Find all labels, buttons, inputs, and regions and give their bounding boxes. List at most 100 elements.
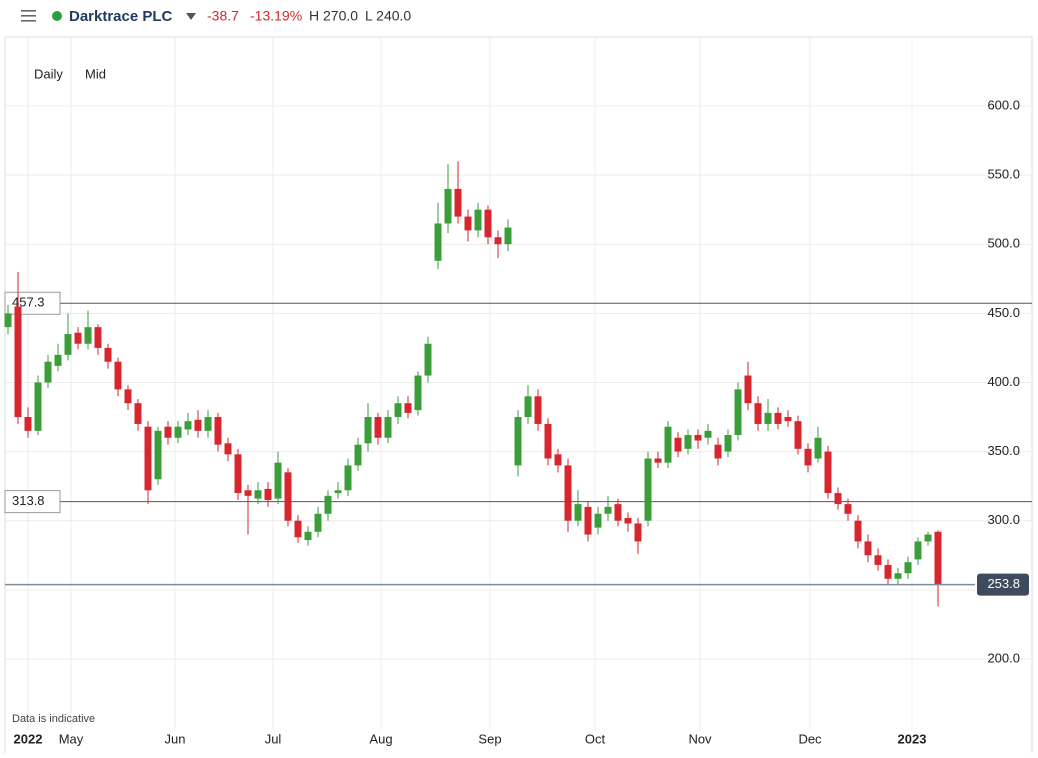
candle-body: [104, 347, 112, 362]
candle-body: [404, 403, 412, 413]
candle-body: [474, 209, 482, 231]
candle-body: [124, 389, 132, 404]
candle-body: [804, 448, 812, 466]
candle-body: [704, 430, 712, 438]
candle-body: [814, 437, 822, 459]
candle-body: [494, 237, 502, 245]
y-tick-label: 550.0: [987, 167, 1020, 182]
dropdown-arrow[interactable]: [186, 13, 196, 20]
footnote: Data is indicative: [12, 713, 95, 725]
candle-body: [534, 396, 542, 424]
candle-body: [114, 361, 122, 390]
interval-button[interactable]: Daily: [34, 66, 63, 81]
candle-body: [514, 417, 522, 466]
candle-body: [874, 555, 882, 565]
candle-body: [54, 354, 62, 366]
candle-body: [94, 327, 102, 348]
x-tick-label: 2023: [898, 731, 927, 746]
x-tick-label: Dec: [798, 731, 822, 746]
candle-body: [794, 421, 802, 449]
candle-body: [254, 490, 262, 499]
price-type-button[interactable]: Mid: [85, 66, 106, 81]
status-dot: [52, 11, 62, 21]
y-tick-label: 300.0: [987, 512, 1020, 527]
candle-body: [384, 417, 392, 438]
candle-body: [314, 513, 322, 532]
candle-body: [4, 313, 12, 328]
candle-body: [454, 188, 462, 217]
candle-body: [824, 451, 832, 494]
candle-body: [424, 343, 432, 376]
x-tick-label: Oct: [585, 731, 606, 746]
candle-body: [44, 361, 52, 383]
candle-body: [464, 216, 472, 231]
candle-body: [834, 493, 842, 505]
candle-body: [234, 454, 242, 494]
candle-body: [524, 396, 532, 418]
x-tick-label: 2022: [14, 731, 43, 746]
candle-body: [414, 375, 422, 411]
candle-body: [594, 513, 602, 528]
candle-body: [914, 541, 922, 560]
candle-body: [394, 403, 402, 418]
candle-body: [584, 506, 592, 535]
candle-body: [554, 454, 562, 466]
x-tick-label: Jul: [265, 731, 282, 746]
reference-label: 313.8: [12, 493, 45, 508]
candle-body: [14, 306, 22, 418]
candle-body: [34, 382, 42, 431]
candle-body: [544, 423, 552, 459]
candle-body: [694, 434, 702, 441]
candle-body: [154, 430, 162, 480]
y-tick-label: 600.0: [987, 97, 1020, 112]
candle-body: [764, 412, 772, 424]
candle-body: [634, 523, 642, 542]
day-low: L 240.0: [365, 8, 411, 24]
candle-body: [344, 465, 352, 491]
y-tick-label: 400.0: [987, 374, 1020, 389]
candle-body: [264, 488, 272, 500]
candle-body: [754, 403, 762, 424]
candle-body: [574, 504, 582, 521]
candle-body: [934, 531, 942, 585]
candle-body: [564, 465, 572, 521]
candle-body: [864, 541, 872, 556]
candle-body: [324, 495, 332, 514]
candle-body: [224, 443, 232, 455]
candle-body: [744, 375, 752, 404]
x-tick-label: Sep: [478, 731, 501, 746]
x-tick-label: Nov: [688, 731, 712, 746]
last-price-box: [977, 573, 1029, 596]
candle-body: [854, 520, 862, 542]
candle-body: [624, 517, 632, 524]
candle-body: [654, 458, 662, 463]
candle-body: [164, 426, 172, 438]
candle-body: [774, 412, 782, 424]
instrument-name[interactable]: Darktrace PLC: [69, 8, 173, 25]
candle-body: [334, 490, 342, 494]
hamburger-icon[interactable]: [21, 10, 36, 22]
y-tick-label: 500.0: [987, 236, 1020, 251]
candle-body: [844, 504, 852, 514]
candle-body: [294, 520, 302, 538]
y-tick-label: 200.0: [987, 650, 1020, 665]
candle-body: [194, 419, 202, 431]
x-tick-label: May: [59, 731, 84, 746]
candle-body: [674, 437, 682, 452]
candle-body: [904, 562, 912, 574]
candle-body: [604, 506, 612, 514]
candle-body: [484, 209, 492, 238]
reference-label: 457.3: [12, 295, 45, 310]
candle-body: [184, 421, 192, 430]
candle-body: [664, 426, 672, 463]
x-tick-label: Aug: [369, 731, 392, 746]
candle-body: [74, 332, 82, 344]
candle-body: [644, 458, 652, 521]
change: -38.7: [207, 8, 239, 24]
candle-body: [274, 462, 282, 499]
last-price-label: 253.8: [987, 576, 1020, 591]
y-tick-label: 350.0: [987, 443, 1020, 458]
x-tick-label: Jun: [165, 731, 186, 746]
candle-body: [244, 490, 252, 496]
candle-body: [884, 564, 892, 579]
